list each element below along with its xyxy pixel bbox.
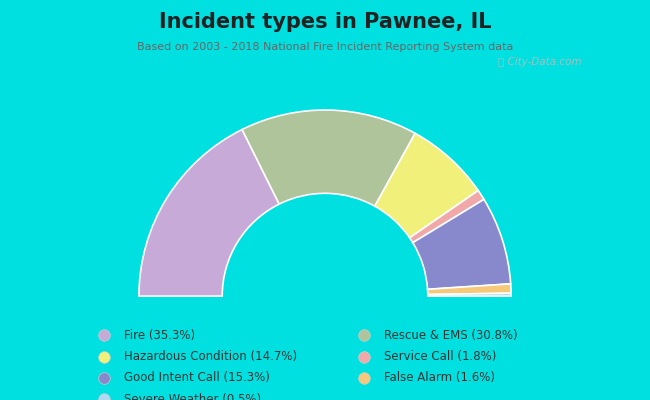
Wedge shape [139,130,280,296]
Text: Service Call (1.8%): Service Call (1.8%) [384,350,496,363]
Text: Fire (35.3%): Fire (35.3%) [124,329,194,342]
Wedge shape [410,190,484,243]
Text: False Alarm (1.6%): False Alarm (1.6%) [384,372,495,384]
Text: ⓘ City-Data.com: ⓘ City-Data.com [499,57,582,67]
Wedge shape [375,133,478,238]
Wedge shape [413,199,511,289]
Text: Incident types in Pawnee, IL: Incident types in Pawnee, IL [159,12,491,32]
Wedge shape [428,284,511,294]
Text: Severe Weather (0.5%): Severe Weather (0.5%) [124,393,261,400]
Wedge shape [428,293,511,296]
Text: Based on 2003 - 2018 National Fire Incident Reporting System data: Based on 2003 - 2018 National Fire Incid… [136,42,514,52]
Wedge shape [242,110,415,206]
Text: Hazardous Condition (14.7%): Hazardous Condition (14.7%) [124,350,296,363]
Text: Good Intent Call (15.3%): Good Intent Call (15.3%) [124,372,269,384]
Text: Rescue & EMS (30.8%): Rescue & EMS (30.8%) [384,329,517,342]
